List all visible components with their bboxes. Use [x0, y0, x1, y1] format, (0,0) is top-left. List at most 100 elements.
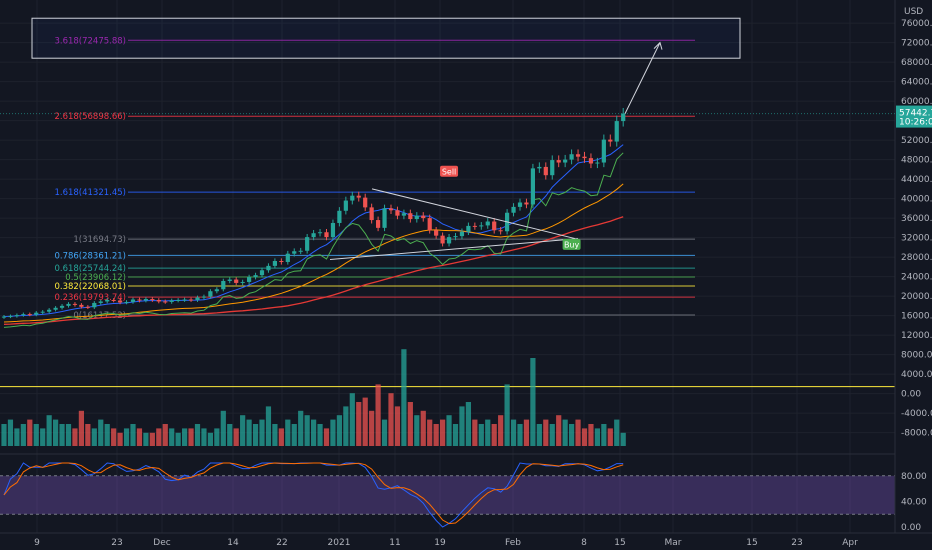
- volume-bar: [614, 419, 620, 446]
- candle-body: [408, 213, 413, 220]
- candle-body: [343, 200, 348, 211]
- time-tick-label: 14: [227, 538, 239, 548]
- price-tick-label: 76000.00: [901, 19, 932, 29]
- price-tick-label: 20000.00: [901, 292, 932, 302]
- volume-bar: [65, 424, 72, 446]
- time-tick-label: Dec: [153, 538, 170, 548]
- volume-bar: [33, 424, 39, 446]
- volume-bar: [536, 424, 542, 446]
- fib-label: 0.382(22068.01): [54, 282, 126, 292]
- candle-body: [150, 299, 155, 301]
- volume-bar: [175, 432, 181, 446]
- candle-body: [479, 225, 484, 227]
- candle-body: [453, 236, 458, 238]
- volume-bar: [246, 419, 252, 446]
- volume-bar: [91, 428, 97, 446]
- price-tick-label: 40000.00: [901, 195, 932, 205]
- moving-averages: [3, 144, 624, 328]
- volume-bar: [227, 424, 233, 446]
- candle-body: [34, 312, 39, 315]
- volume-bar: [182, 428, 188, 446]
- signal-label: Buy: [564, 240, 580, 249]
- stoch-band: [0, 475, 895, 515]
- volume-bar: [375, 384, 381, 446]
- volume-bar: [330, 419, 336, 446]
- candle-body: [292, 251, 297, 254]
- candle-body: [446, 237, 452, 244]
- volume-bar: [40, 428, 46, 446]
- time-tick-label: 19: [434, 538, 446, 548]
- arrow-head: [653, 41, 663, 50]
- candle-body: [517, 202, 523, 207]
- volume-bar: [349, 393, 355, 446]
- volume-bar: [7, 419, 14, 446]
- candle-body: [221, 280, 226, 290]
- volume-bar: [111, 428, 117, 446]
- time-tick-label: 11: [389, 538, 400, 548]
- volume-bar: [594, 428, 600, 446]
- candle-body: [208, 291, 213, 297]
- signal-badge: [562, 238, 581, 250]
- candle-body: [582, 156, 587, 159]
- price-tick-label: 8000.00: [901, 351, 932, 361]
- volume-bar: [265, 406, 272, 446]
- volume-bar: [169, 428, 175, 446]
- time-tick-label: Feb: [505, 538, 521, 548]
- candlesticks[interactable]: [1, 107, 626, 319]
- volume-bar: [362, 397, 368, 446]
- currency-label: USD: [904, 7, 923, 17]
- price-tick-label: 16000.00: [901, 312, 932, 322]
- candle-body: [395, 210, 400, 216]
- candle-body: [111, 300, 116, 301]
- volume-bar: [607, 428, 613, 446]
- candle-body: [621, 113, 626, 122]
- candle-body: [492, 221, 497, 231]
- time-tick-label: 22: [276, 538, 287, 548]
- volume-bar: [517, 424, 523, 446]
- volume-bar: [343, 406, 349, 446]
- volume-bar: [291, 424, 297, 446]
- fib-label: 0(16117.52): [73, 311, 126, 321]
- price-tick-label: 28000.00: [901, 253, 932, 263]
- candle-body: [188, 299, 194, 301]
- price-tick-label: -8000.00: [901, 429, 932, 439]
- candle-body: [350, 195, 355, 201]
- candle-body: [485, 221, 490, 226]
- candle-body: [388, 208, 394, 211]
- volume-bar: [336, 415, 342, 446]
- ma-red-line: [3, 216, 624, 325]
- candle-body: [79, 304, 84, 307]
- volume-bar: [472, 419, 478, 446]
- volume-bar: [427, 419, 433, 446]
- fibonacci-levels: 3.618(72475.88) 2.618(56898.66) 1.618(4132…: [54, 36, 695, 321]
- candle-body: [595, 162, 600, 164]
- current-price-label: 57442.72: [899, 109, 932, 119]
- candle-body: [182, 299, 187, 301]
- candle-body: [156, 300, 161, 302]
- volume-histogram: [0, 349, 895, 446]
- fib-label: 1(31694.73): [73, 235, 126, 245]
- candle-body: [550, 160, 555, 176]
- volume-bar: [59, 424, 65, 446]
- volume-bar: [311, 419, 317, 446]
- supertrend-line: [3, 152, 624, 328]
- time-tick-label: 15: [614, 538, 625, 548]
- candle-body: [298, 250, 303, 252]
- volume-bar: [588, 424, 594, 446]
- candle-body: [279, 261, 284, 262]
- volume-bar: [414, 415, 420, 446]
- candle-body: [614, 121, 619, 142]
- stoch-tick-label: 80.00: [901, 472, 927, 482]
- volume-bar: [123, 428, 130, 446]
- candle-body: [72, 303, 78, 305]
- candle-body: [163, 301, 168, 303]
- volume-bar: [323, 428, 330, 446]
- signal-label: Sell: [442, 167, 456, 176]
- volume-bar: [556, 415, 562, 446]
- volume-bar: [420, 410, 426, 446]
- price-tick-label: 36000.00: [901, 214, 932, 224]
- volume-bar: [27, 419, 33, 446]
- candle-body: [124, 301, 129, 303]
- candle-body: [356, 195, 361, 198]
